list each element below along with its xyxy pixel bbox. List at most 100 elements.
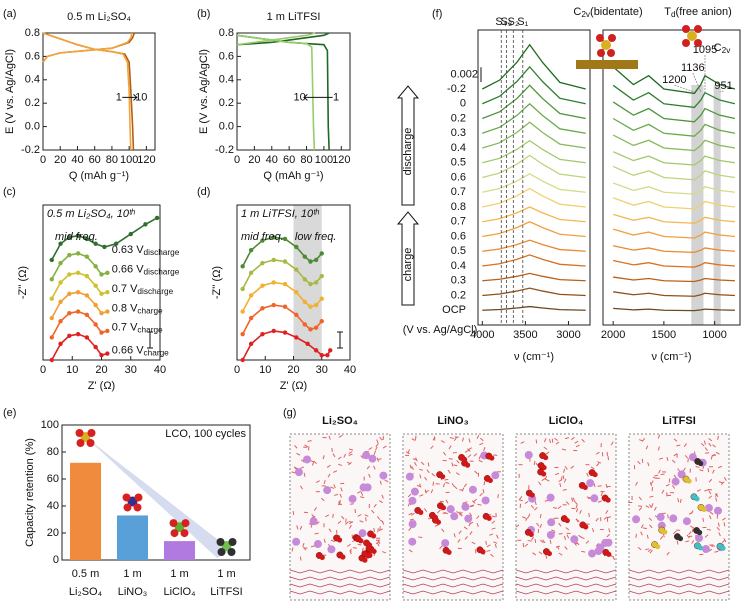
molecule-atom xyxy=(181,519,190,528)
y-tick-label: 0.4 xyxy=(25,74,40,86)
water xyxy=(564,437,570,440)
electrode-icon xyxy=(576,60,638,69)
anion xyxy=(655,543,661,550)
water xyxy=(323,479,326,485)
data-line xyxy=(482,173,586,193)
x-tick-label: 40 xyxy=(71,154,83,166)
y-tick-label: 0.8 xyxy=(25,27,40,39)
water xyxy=(442,483,446,488)
water xyxy=(368,473,371,478)
water xyxy=(436,509,441,514)
anion xyxy=(366,542,373,548)
anion xyxy=(677,535,684,542)
data-line xyxy=(613,307,735,312)
water xyxy=(455,472,460,476)
water xyxy=(645,505,650,509)
data-point xyxy=(271,328,276,334)
series-label: 0.3 xyxy=(451,275,466,287)
water xyxy=(723,522,726,527)
water xyxy=(571,436,575,441)
water xyxy=(603,516,608,520)
water xyxy=(424,476,428,481)
water xyxy=(381,494,384,499)
series-label: 0.7 Vdischarge xyxy=(112,283,174,296)
water xyxy=(464,536,468,540)
data-line xyxy=(612,151,736,166)
water xyxy=(688,535,693,538)
y-tick-label: 0.6 xyxy=(219,50,234,62)
water xyxy=(302,542,305,548)
water xyxy=(595,517,599,522)
data-line xyxy=(482,102,586,134)
bar xyxy=(163,541,196,560)
water xyxy=(532,552,537,556)
water xyxy=(311,461,315,466)
lco-slab xyxy=(402,590,504,595)
water xyxy=(657,446,660,451)
water xyxy=(419,474,422,479)
data-point xyxy=(49,257,54,263)
water xyxy=(706,528,711,531)
data-point xyxy=(99,330,104,335)
species-label: Td(free anion) xyxy=(664,6,732,19)
data-line xyxy=(613,276,735,283)
anion xyxy=(432,514,439,520)
water xyxy=(649,482,653,487)
text-part: (bidentate) xyxy=(590,6,643,18)
water xyxy=(716,526,721,531)
water xyxy=(407,493,412,498)
data-point xyxy=(328,348,333,353)
data-point xyxy=(58,299,63,305)
water xyxy=(457,538,461,543)
water xyxy=(448,458,453,460)
water xyxy=(715,497,718,502)
data-point xyxy=(302,254,307,259)
data-line xyxy=(612,228,735,239)
y-tick-label: 0.0 xyxy=(25,121,40,133)
data-point xyxy=(248,341,254,347)
data-point xyxy=(294,289,299,295)
water xyxy=(361,547,364,552)
data-line xyxy=(612,66,736,95)
water xyxy=(332,513,334,518)
y-axis-label: -Z'' (Ω) xyxy=(17,266,29,299)
y-tick-label: 0.0 xyxy=(219,121,234,133)
text-part: LiNO₃ xyxy=(118,586,148,598)
water xyxy=(566,534,570,539)
data-point xyxy=(260,260,265,266)
lithium xyxy=(405,472,414,481)
data-point xyxy=(282,236,288,242)
annotation-arrow xyxy=(303,93,333,101)
water xyxy=(641,438,646,442)
water xyxy=(581,438,585,443)
water xyxy=(491,527,496,530)
data-line xyxy=(482,43,586,90)
water xyxy=(605,483,608,489)
reference-label: S₃ xyxy=(501,16,513,28)
water xyxy=(563,478,567,483)
water xyxy=(714,550,719,553)
water xyxy=(338,501,341,506)
water xyxy=(459,511,463,516)
water xyxy=(519,496,523,500)
water xyxy=(593,483,596,488)
lithium xyxy=(358,529,367,538)
data-point xyxy=(75,270,81,276)
water xyxy=(326,464,331,468)
scale-bar-label: 0.002 xyxy=(450,69,478,81)
water xyxy=(672,530,677,534)
y-tick-label: 0.8 xyxy=(219,27,234,39)
lithium xyxy=(586,479,595,488)
data-point xyxy=(67,333,72,338)
water xyxy=(574,500,578,505)
anion xyxy=(435,519,442,525)
lithium xyxy=(524,451,533,460)
water xyxy=(468,438,471,443)
lco-slab xyxy=(289,583,391,588)
data-line xyxy=(613,259,735,268)
water xyxy=(483,447,486,452)
data-line xyxy=(613,245,735,254)
text-part: 0.7 V xyxy=(112,322,138,334)
chart-subtitle: 0.5 m Li₂SO₄, 10ᵗʰ xyxy=(47,208,135,220)
